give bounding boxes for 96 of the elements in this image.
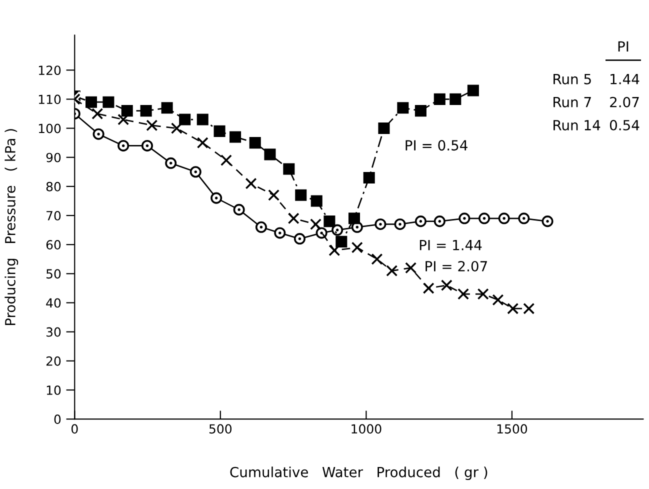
y-tick-label: 20: [46, 356, 61, 366]
point: [165, 157, 177, 169]
x-tick-label: 1500: [497, 424, 528, 434]
point: [542, 216, 554, 228]
point: [264, 148, 276, 160]
y-tick-label: 100: [38, 124, 61, 134]
point: [507, 302, 519, 314]
point: [332, 224, 344, 236]
point: [121, 105, 133, 117]
point: [310, 195, 322, 207]
y-tick-label: 40: [46, 298, 61, 308]
point: [363, 172, 375, 184]
point: [210, 192, 222, 204]
point: [378, 122, 390, 134]
point: [414, 105, 426, 117]
y-tick-label: 60: [46, 240, 61, 250]
point: [140, 105, 152, 117]
annotation: PI: [618, 41, 628, 52]
point: [351, 242, 363, 254]
point: [467, 84, 479, 96]
point: [249, 137, 261, 149]
y-axis-title: Producing Pressure ( kPa ): [4, 129, 18, 326]
point: [295, 189, 307, 201]
point: [394, 218, 406, 230]
point: [146, 120, 158, 132]
point: [450, 93, 462, 105]
point: [386, 264, 398, 277]
point: [85, 96, 98, 108]
annotation: Run 7: [554, 97, 591, 108]
point: [478, 212, 490, 224]
point: [405, 262, 417, 274]
y-tick-label: 10: [46, 385, 61, 395]
y-tick-label: 30: [46, 327, 61, 337]
point: [283, 163, 295, 175]
point: [161, 102, 173, 114]
point: [434, 93, 446, 105]
point: [414, 216, 426, 228]
point: [92, 108, 104, 120]
point: [274, 227, 286, 239]
point: [196, 114, 208, 126]
y-tick-label: 80: [46, 182, 61, 192]
point: [288, 212, 300, 224]
point: [310, 218, 322, 230]
point: [92, 128, 104, 140]
point: [190, 166, 202, 178]
point: [220, 154, 232, 166]
point: [141, 140, 153, 152]
annotation: Run 14: [554, 120, 600, 130]
point: [336, 236, 348, 248]
point: [523, 302, 535, 314]
point: [348, 212, 360, 224]
y-tick-label: 70: [46, 210, 61, 220]
point: [170, 122, 182, 134]
annotation: PI = 1.44: [420, 240, 482, 250]
point: [179, 114, 191, 126]
annotation: PI = 2.07: [426, 260, 487, 272]
point: [518, 212, 530, 224]
annotation: 0.54: [610, 120, 640, 130]
point: [371, 253, 383, 265]
annotation: 1.44: [610, 74, 640, 84]
annotation: 2.07: [610, 96, 639, 108]
point: [118, 140, 130, 152]
point: [294, 233, 306, 245]
point: [328, 244, 340, 256]
point: [196, 137, 208, 149]
point: [498, 212, 510, 224]
point: [268, 189, 280, 201]
y-tick-label: 50: [46, 269, 61, 279]
point: [233, 204, 245, 216]
point: [458, 212, 470, 224]
point: [374, 218, 386, 230]
point: [440, 280, 452, 292]
point: [230, 131, 242, 143]
x-tick-label: 500: [209, 424, 232, 434]
point: [492, 294, 504, 306]
point: [458, 288, 470, 300]
annotation: Run 5: [554, 74, 591, 84]
x-tick-label: 0: [71, 424, 78, 434]
point: [324, 216, 336, 228]
point: [316, 227, 328, 239]
point: [118, 114, 130, 126]
point: [397, 102, 409, 114]
y-tick-label: 120: [38, 66, 61, 76]
annotation: PI = 0.54: [406, 140, 468, 151]
point: [245, 178, 257, 190]
y-tick-label: 0: [54, 414, 61, 424]
point: [255, 221, 267, 233]
y-tick-label: 90: [46, 152, 61, 162]
x-axis-title: Cumulative Water Produced ( gr ): [230, 466, 488, 480]
point: [214, 125, 226, 137]
x-tick-label: 1000: [352, 424, 382, 434]
point: [422, 282, 434, 294]
point: [102, 96, 114, 108]
y-tick-label: 110: [38, 94, 61, 104]
point: [477, 288, 489, 300]
point: [434, 216, 446, 228]
